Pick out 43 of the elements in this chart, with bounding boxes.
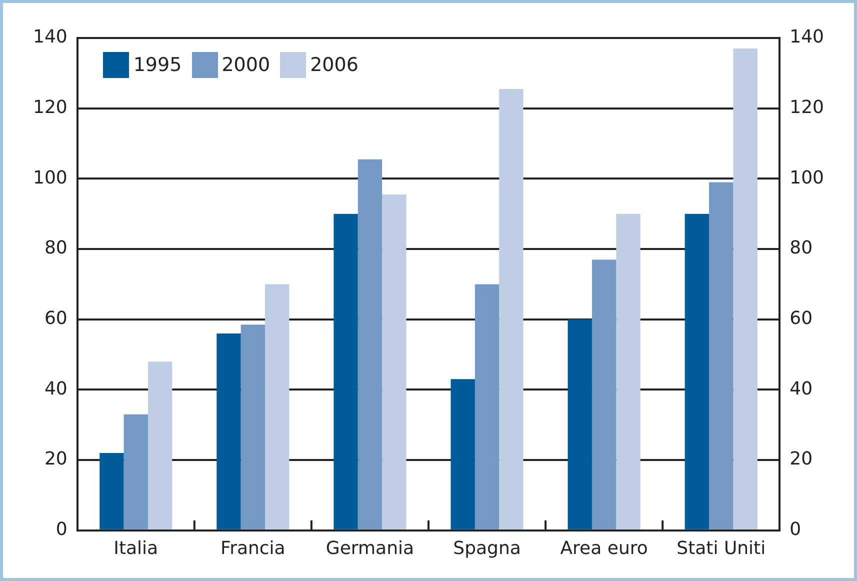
legend-label: 2006 [310, 54, 358, 76]
bar [265, 284, 290, 530]
bar [709, 182, 734, 530]
x-tick-label: Italia [114, 538, 158, 559]
bar [568, 319, 592, 530]
bar [358, 159, 382, 530]
bar [334, 214, 358, 530]
y-tick-label: 40 [44, 378, 68, 400]
y-tick-label: 120 [32, 97, 68, 118]
y2-tick-label: 140 [790, 26, 824, 48]
y-tick-label: 140 [32, 26, 68, 48]
y2-tick-label: 20 [790, 448, 813, 470]
y2-tick-label: 80 [790, 238, 813, 259]
bar [733, 48, 758, 530]
x-tick-label: Francia [220, 538, 286, 559]
bar [474, 284, 500, 530]
y-tick-label: 60 [44, 308, 68, 330]
y2-tick-label: 0 [790, 519, 802, 540]
bar [148, 362, 172, 530]
bar [240, 324, 266, 530]
y2-tick-label: 60 [790, 308, 813, 330]
y2-tick-label: 120 [790, 97, 824, 118]
y2-tick-label: 100 [790, 167, 824, 188]
bar [499, 89, 524, 530]
y2-tick-label: 40 [790, 378, 813, 400]
bar [124, 414, 148, 530]
bar [382, 194, 406, 530]
bar [616, 214, 640, 530]
bar [592, 260, 616, 530]
y-tick-label: 0 [56, 519, 68, 540]
legend-label: 1995 [133, 54, 182, 76]
bar [100, 453, 124, 530]
y-tick-label: 80 [44, 238, 68, 259]
y-tick-label: 100 [32, 167, 68, 188]
x-tick-label: Germania [326, 538, 414, 559]
bar [450, 379, 475, 530]
bar [684, 214, 710, 530]
x-tick-label: Area euro [560, 538, 648, 559]
legend-label: 2000 [222, 54, 270, 76]
y-tick-label: 20 [44, 448, 68, 470]
x-tick-label: Stati Uniti [676, 538, 766, 559]
x-tick-label: Spagna [453, 538, 521, 559]
bar [216, 333, 241, 530]
